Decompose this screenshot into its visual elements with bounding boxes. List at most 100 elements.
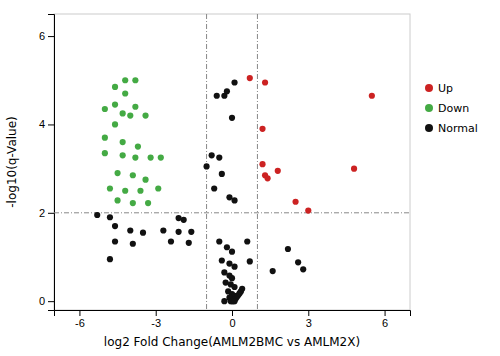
y-axis: 0 2 4 6 (39, 15, 55, 311)
legend-label: Up (438, 82, 453, 95)
point (130, 172, 136, 178)
point (219, 257, 225, 263)
axis-line (48, 15, 55, 311)
point (285, 246, 291, 252)
tick-label: -3 (151, 317, 161, 329)
tick: 2 (39, 207, 54, 219)
point (132, 154, 138, 160)
point (137, 188, 143, 194)
tick-mark (308, 310, 309, 316)
point (351, 166, 357, 172)
point (168, 238, 174, 244)
legend-label: Normal (438, 122, 478, 135)
point (112, 238, 118, 244)
point (127, 113, 133, 119)
reference-line (206, 14, 207, 310)
tick-mark (385, 310, 386, 316)
tick: 3 (306, 310, 312, 329)
point (369, 93, 375, 99)
point (209, 152, 215, 158)
tick-mark (79, 310, 80, 316)
point (231, 264, 237, 270)
reference-line (257, 14, 258, 310)
point (102, 135, 108, 141)
tick-label: 4 (39, 118, 45, 130)
tick-mark (156, 310, 157, 316)
y-axis-title: -log10(q-Value) (5, 116, 19, 207)
point (114, 170, 120, 176)
tick-mark (48, 301, 54, 302)
point (188, 229, 194, 235)
tick: 0 (39, 295, 54, 307)
tick-label: 3 (306, 317, 312, 329)
plot: -6 -3 0 3 6 0 2 4 6 log2 Fold Change(AMLM2BMC vs … (5, 14, 478, 349)
point (112, 223, 118, 229)
point (122, 77, 128, 83)
legend: Up Down Normal (425, 82, 478, 135)
legend-label: Down (438, 102, 469, 115)
point (224, 244, 230, 250)
data-layer (54, 14, 410, 310)
point (216, 154, 222, 160)
point (130, 200, 136, 206)
point (132, 77, 138, 83)
point (112, 84, 118, 90)
point (158, 154, 164, 160)
point (155, 185, 161, 191)
tick-label: 0 (229, 317, 235, 329)
point (142, 113, 148, 119)
point (140, 230, 146, 236)
point (231, 284, 237, 290)
point (216, 238, 222, 244)
point (176, 229, 182, 235)
point (244, 238, 250, 244)
point (102, 106, 108, 112)
point (229, 249, 235, 255)
tick: 6 (39, 30, 54, 42)
tick-mark (48, 124, 54, 125)
point (275, 168, 281, 174)
tick-label: 6 (382, 317, 388, 329)
point (239, 286, 245, 292)
point (114, 197, 120, 203)
point (94, 212, 100, 218)
axis-line (55, 311, 411, 317)
legend-swatch (425, 104, 433, 112)
point (135, 143, 141, 149)
point (107, 185, 113, 191)
legend-item: Down (425, 102, 469, 115)
point (231, 197, 237, 203)
point (305, 208, 311, 214)
x-axis-title: log2 Fold Change(AMLM2BMC vs AMLM2X) (104, 335, 360, 349)
point (292, 199, 298, 205)
point (120, 139, 126, 145)
tick-label: 2 (39, 207, 45, 219)
tick-label: -6 (75, 317, 85, 329)
point (181, 217, 187, 223)
point (231, 298, 237, 304)
point (148, 154, 154, 160)
point (219, 171, 225, 177)
legend-swatch (425, 124, 433, 132)
point (112, 121, 118, 127)
point (259, 126, 265, 132)
point (203, 163, 209, 169)
x-axis: -6 -3 0 3 6 (55, 310, 411, 329)
point (122, 188, 128, 194)
point (142, 177, 148, 183)
point (231, 79, 237, 85)
legend-item: Up (425, 82, 453, 95)
tick: 4 (39, 118, 54, 130)
tick-label: 6 (39, 30, 45, 42)
point (229, 275, 235, 281)
point (112, 101, 118, 107)
point (300, 266, 306, 272)
tick: -6 (75, 310, 85, 329)
point (132, 104, 138, 110)
chart: -6 -3 0 3 6 0 2 4 6 log2 Fold Change(AMLM2BMC vs … (0, 0, 500, 356)
point (145, 200, 151, 206)
point (120, 152, 126, 158)
tick-mark (48, 213, 54, 214)
point (214, 93, 220, 99)
legend-swatch (425, 84, 433, 92)
